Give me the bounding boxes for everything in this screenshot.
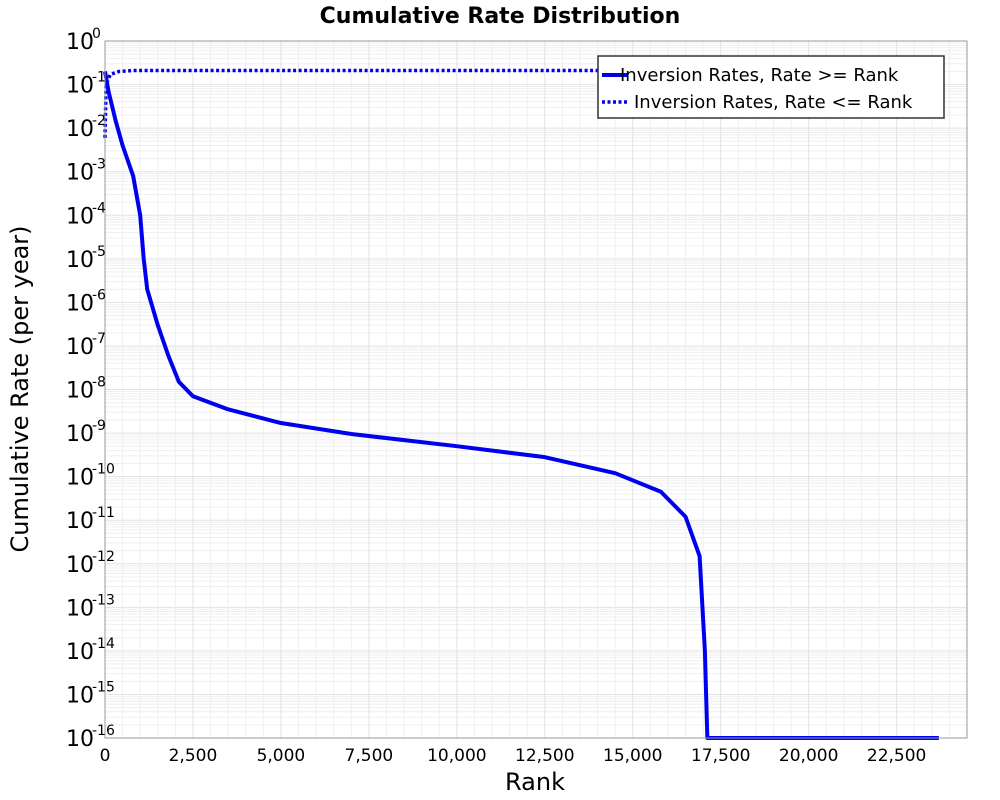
y-tick-exponent: -1 [92,70,106,86]
y-tick-exponent: -2 [92,113,106,129]
y-tick-exponent: -12 [92,549,115,565]
y-tick-label: 100 [66,26,101,55]
y-tick-base: 10 [66,379,94,404]
legend-entry-rate-gte: Inversion Rates, Rate >= Rank [620,65,899,86]
y-tick-label: 10-1 [66,70,106,99]
y-tick-label: 10-12 [66,549,115,578]
y-tick-label: 10-16 [66,723,115,752]
y-tick-base: 10 [66,683,94,708]
plot-frame [104,40,968,739]
y-tick-base: 10 [66,640,94,665]
y-tick-base: 10 [66,161,94,186]
y-tick-label: 10-13 [66,592,115,621]
y-tick-base: 10 [66,117,94,142]
x-tick-label: 10,000 [427,746,486,766]
y-tick-label: 10-8 [66,375,106,404]
y-axis-label: Cumulative Rate (per year) [6,225,34,552]
y-tick-base: 10 [66,509,94,534]
y-tick-labels: 10010-110-210-310-410-510-610-710-810-91… [66,26,115,752]
y-tick-exponent: -16 [92,723,115,739]
y-tick-base: 10 [66,248,94,273]
y-tick-label: 10-3 [66,157,106,186]
y-tick-base: 10 [66,335,94,360]
y-tick-exponent: -14 [92,636,115,652]
series-layer [103,68,939,740]
y-tick-label: 10-14 [66,636,115,665]
y-tick-label: 10-4 [66,200,106,229]
y-tick-label: 10-2 [66,113,106,142]
y-tick-exponent: -11 [92,505,115,521]
legend: Inversion Rates, Rate >= Rank Inversion … [597,55,945,119]
y-tick-exponent: -9 [92,418,106,434]
series-line-1 [103,68,939,138]
y-tick-exponent: -6 [92,287,106,303]
legend-box [597,55,945,119]
x-tick-label: 7,500 [345,746,394,766]
x-tick-labels: 0 2,500 5,000 7,500 10,000 12,500 15,000 17,500… [100,746,927,766]
y-tick-base: 10 [66,466,94,491]
x-tick-label: 0 [100,746,111,766]
chart-title: Cumulative Rate Distribution [320,4,681,29]
y-tick-exponent: -8 [92,375,106,391]
series-line-0 [103,71,939,740]
x-tick-label: 2,500 [169,746,218,766]
y-tick-label: 10-6 [66,287,106,316]
y-tick-label: 10-10 [66,462,115,491]
y-tick-base: 10 [66,291,94,316]
y-tick-exponent: -7 [92,331,106,347]
y-tick-label: 10-9 [66,418,106,447]
x-tick-label: 12,500 [515,746,574,766]
x-tick-label: 15,000 [603,746,662,766]
x-tick-label: 5,000 [257,746,306,766]
y-tick-base: 10 [66,596,94,621]
legend-entry-rate-lte: Inversion Rates, Rate <= Rank [634,92,913,113]
y-tick-exponent: -3 [92,157,106,173]
y-tick-label: 10-15 [66,679,115,708]
y-tick-exponent: -10 [92,462,115,478]
y-tick-label: 10-11 [66,505,115,534]
grid-lines [104,40,968,739]
x-tick-label: 17,500 [691,746,750,766]
y-tick-base: 10 [66,30,94,55]
x-tick-label: 22,500 [867,746,926,766]
y-tick-exponent: -13 [92,592,115,608]
x-tick-label: 20,000 [779,746,838,766]
y-tick-exponent: 0 [92,26,101,42]
x-axis-label: Rank [505,768,565,796]
y-tick-base: 10 [66,422,94,447]
y-tick-base: 10 [66,553,94,578]
y-tick-exponent: -4 [92,200,106,216]
y-tick-exponent: -5 [92,244,106,260]
y-tick-exponent: -15 [92,679,115,695]
y-tick-base: 10 [66,727,94,752]
y-tick-label: 10-5 [66,244,106,273]
y-tick-base: 10 [66,204,94,229]
y-tick-base: 10 [66,74,94,99]
y-tick-label: 10-7 [66,331,106,360]
